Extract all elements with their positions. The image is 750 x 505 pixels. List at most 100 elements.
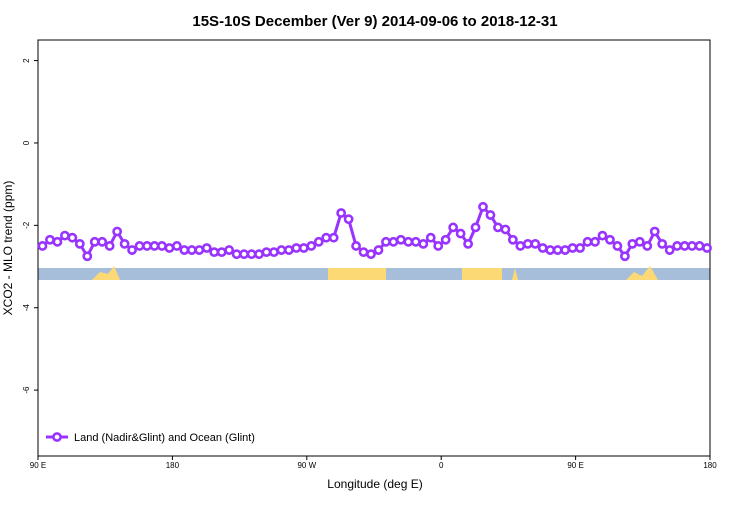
data-point: [433, 241, 444, 251]
data-point: [269, 247, 279, 258]
data-point: [142, 241, 152, 251]
data-point: [358, 247, 369, 258]
data-point: [37, 241, 48, 251]
data-point: [74, 238, 85, 249]
data-point: [493, 222, 503, 233]
data-point: [194, 245, 205, 255]
x-tick-label: 0: [439, 461, 444, 470]
data-point: [52, 236, 63, 247]
data-point: [343, 214, 354, 225]
data-point: [59, 230, 70, 241]
data-point: [209, 247, 220, 258]
x-tick-label: 90 W: [297, 461, 316, 470]
x-tick-label: 180: [166, 461, 180, 470]
data-point: [306, 241, 317, 251]
data-point: [366, 249, 376, 260]
data-point: [313, 236, 324, 247]
data-point: [373, 245, 384, 255]
data-point: [254, 249, 264, 260]
y-tick-label: 0: [22, 140, 31, 145]
data-point: [246, 249, 257, 260]
y-tick-label: -2: [22, 221, 31, 229]
data-point: [605, 234, 615, 245]
data-point: [216, 247, 227, 258]
data-point: [537, 243, 548, 253]
data-point: [560, 245, 571, 255]
data-point: [627, 238, 638, 249]
data-point: [291, 243, 302, 253]
data-point: [418, 238, 429, 249]
data-point: [702, 243, 712, 253]
data-point: [336, 208, 347, 218]
data-point: [164, 243, 175, 253]
data-point: [672, 241, 683, 251]
data-point: [276, 245, 287, 255]
x-tick-label: 90 E: [30, 461, 46, 470]
data-point: [321, 232, 332, 243]
data-point: [515, 241, 526, 251]
data-point: [657, 238, 668, 249]
data-point: [298, 243, 309, 253]
data-point: [201, 243, 212, 253]
data-point: [448, 222, 459, 233]
data-point: [157, 241, 167, 251]
data-point: [403, 236, 414, 247]
data-point: [171, 241, 182, 251]
y-tick-label: -4: [22, 304, 31, 312]
data-point: [186, 245, 197, 255]
legend-label: Land (Nadir&Glint) and Ocean (Glint): [74, 432, 255, 444]
data-point: [381, 236, 391, 247]
data-point: [127, 245, 137, 255]
data-point: [328, 232, 339, 243]
data-point: [694, 241, 705, 251]
data-point: [67, 232, 78, 243]
data-point: [231, 249, 242, 260]
y-tick-label: 2: [22, 58, 31, 63]
data-point: [500, 224, 511, 235]
data-point: [575, 243, 585, 253]
data-point: [567, 243, 578, 253]
data-point: [507, 234, 518, 245]
data-point: [395, 234, 406, 245]
data-point: [552, 245, 563, 255]
data-point: [455, 228, 466, 239]
data-point: [642, 241, 653, 251]
data-point: [134, 241, 145, 251]
legend-marker: [52, 432, 62, 442]
data-point: [545, 245, 556, 255]
data-point: [612, 241, 623, 251]
y-axis-label: XCO2 - MLO trend (ppm): [1, 181, 15, 316]
x-tick-label: 90 E: [567, 461, 583, 470]
data-point: [45, 234, 55, 245]
data-point: [104, 241, 115, 251]
data-point: [82, 251, 93, 262]
x-tick-label: 180: [703, 461, 717, 470]
data-point: [388, 236, 399, 247]
data-point: [224, 245, 235, 255]
data-point: [149, 241, 160, 251]
data-point: [351, 241, 361, 251]
data-point: [664, 245, 675, 255]
data-point: [112, 226, 123, 237]
data-point: [649, 226, 660, 237]
data-point: [485, 210, 496, 220]
data-point: [582, 236, 593, 247]
data-point: [590, 236, 600, 247]
chart-title: 15S-10S December (Ver 9) 2014-09-06 to 2…: [192, 13, 557, 30]
data-point: [597, 230, 608, 241]
data-point: [522, 238, 533, 249]
data-point: [470, 222, 481, 233]
land-ocean-strip: [38, 266, 710, 280]
data-point: [119, 238, 130, 249]
x-axis-label: Longitude (deg E): [327, 477, 422, 491]
y-tick-label: -6: [22, 386, 31, 394]
data-point: [463, 238, 473, 249]
data-point: [97, 236, 108, 247]
data-point: [261, 247, 272, 258]
data-point: [410, 236, 421, 247]
data-point: [478, 201, 488, 212]
data-point: [89, 236, 100, 247]
data-point: [530, 238, 541, 249]
data-point: [440, 234, 451, 245]
